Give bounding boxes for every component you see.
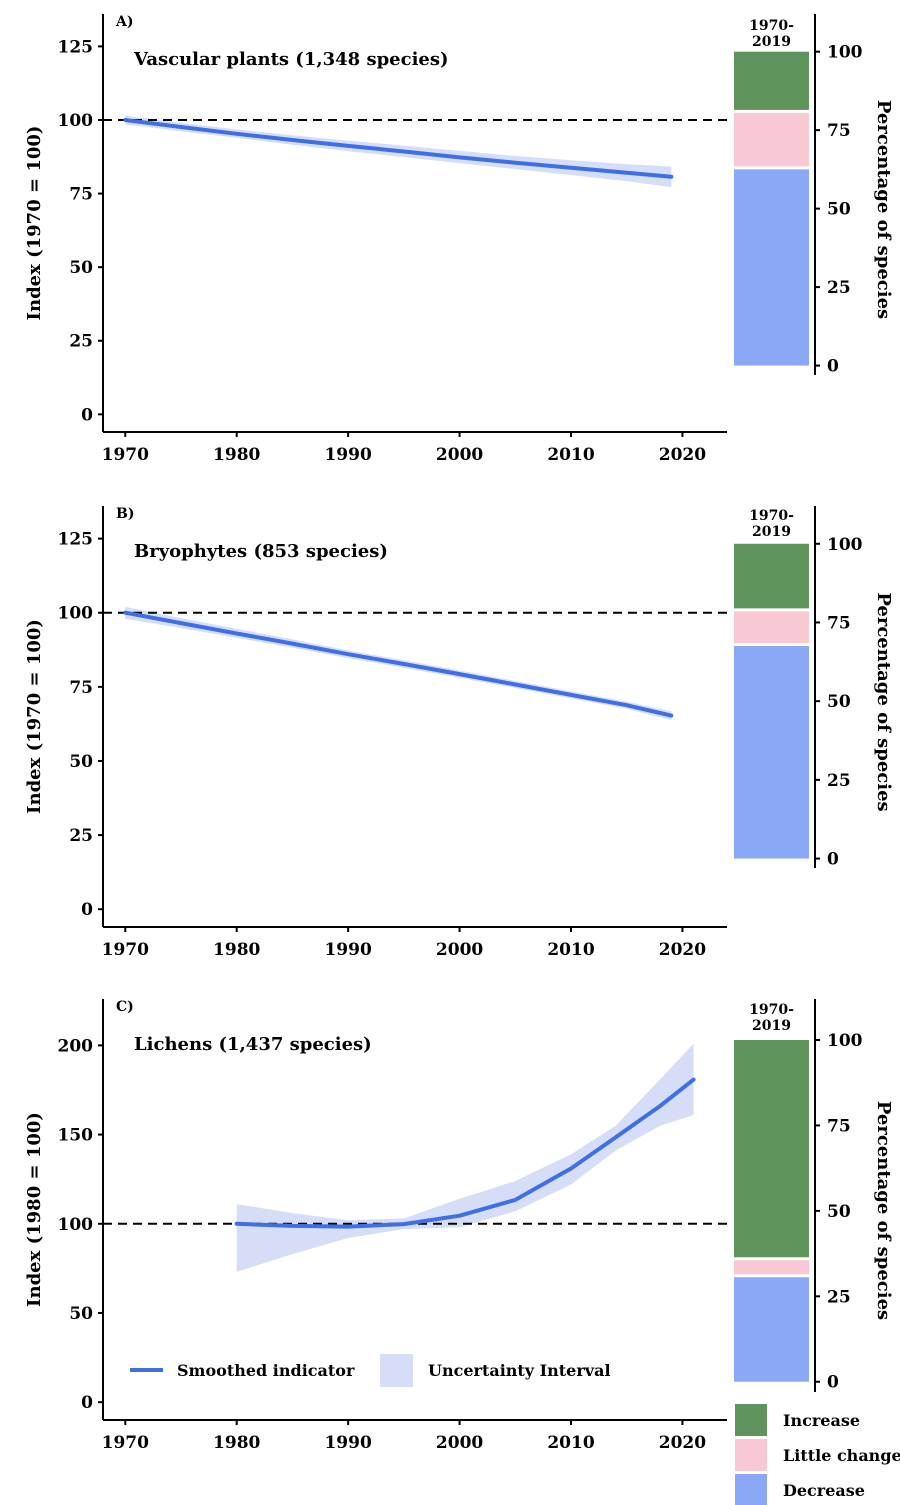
right-y-tick-label: 0 [827,850,839,870]
chart-panel-1: 0 25 50 75 100 125 1970 1980 1990 2000 2010 2020 Ind… [24,14,894,465]
bar-period-label: 1970- [749,1002,794,1018]
y-tick-label: 100 [58,604,94,624]
legend-uncertainty-swatch [380,1354,413,1387]
bar-segment-decrease [734,1275,809,1382]
panel-title: Bryophytes (853 species) [134,541,388,562]
smoothed-indicator-line [123,118,674,179]
y-tick-label: 100 [58,1215,94,1235]
smoothed-indicator-line [123,610,674,718]
bar-segment-increase [734,543,809,610]
legend-label-uncertainty: Uncertainty Interval [428,1361,611,1380]
panel-label: C) [116,999,134,1015]
species-percentage-bar [734,51,809,366]
y-tick-label: 100 [58,111,94,131]
chart-panel-3: 0 50 100 150 200 1970 1980 1990 2000 2010 2020 Inde… [24,999,894,1453]
species-percentage-bar [734,1040,809,1382]
right-axis-label: Percentage of species [873,100,894,319]
legend-label-little-change: Little change [783,1446,900,1465]
bar-period-label: 2019 [752,34,791,50]
y-tick-label: 0 [81,900,93,920]
right-y-tick-label: 75 [827,613,851,633]
uncertainty-band [236,1043,694,1272]
x-tick-label: 2010 [547,445,594,465]
right-y-tick-label: 50 [827,692,851,712]
bar-segment-decrease [734,167,809,366]
bar-segment-decrease [734,644,809,859]
x-tick-label: 1990 [324,1433,371,1453]
legend-swatch-decrease [735,1474,767,1505]
chart-panel-2: 0 25 50 75 100 125 1970 1980 1990 2000 2010 2020 Ind… [24,506,894,960]
bar-period-label: 1970- [749,508,794,524]
y-tick-label: 25 [69,826,93,846]
species-percentage-bar [734,543,809,859]
y-tick-label: 125 [58,37,94,57]
series-legend: Smoothed indicator Uncertainty Interval [130,1354,611,1387]
x-tick-label: 1970 [102,940,149,960]
x-tick-label: 1990 [324,445,371,465]
right-y-tick-label: 100 [827,1031,863,1051]
category-legend: Increase Little change Decrease [735,1404,900,1505]
panel-title: Lichens (1,437 species) [134,1034,372,1055]
right-y-tick-label: 50 [827,200,851,220]
x-tick-label: 1970 [102,1433,149,1453]
y-axis-label: Index (1970 = 100) [24,619,45,814]
right-y-tick-label: 25 [827,278,851,298]
x-tick-label: 2000 [436,445,483,465]
y-tick-label: 75 [69,678,93,698]
x-tick-label: 2020 [659,445,706,465]
bar-segment-increase [734,51,809,112]
bar-period-label: 1970- [749,18,794,34]
y-tick-label: 150 [58,1126,94,1146]
right-axis-label: Percentage of species [873,592,894,811]
x-tick-label: 2010 [547,940,594,960]
legend-swatch-little-change [735,1439,767,1471]
right-y-tick-label: 100 [827,43,863,63]
right-y-tick-label: 75 [827,1116,851,1136]
y-tick-label: 50 [69,258,93,278]
x-tick-label: 1980 [213,445,260,465]
y-tick-label: 125 [58,530,94,550]
bar-segment-little-change [734,111,809,168]
right-y-tick-label: 100 [827,535,863,555]
y-tick-label: 0 [81,405,93,425]
right-y-tick-label: 50 [827,1202,851,1222]
right-axis-label: Percentage of species [873,1101,894,1320]
y-axis-label: Index (1970 = 100) [24,126,45,321]
bar-period-label: 2019 [752,1018,791,1034]
y-tick-label: 50 [69,1304,93,1324]
x-tick-label: 1970 [102,445,149,465]
y-tick-label: 25 [69,332,93,352]
right-y-tick-label: 75 [827,121,851,141]
bar-period-label: 2019 [752,524,791,540]
bar-segment-little-change [734,609,809,645]
legend-label-smoothed: Smoothed indicator [177,1361,355,1380]
x-tick-label: 2010 [547,1433,594,1453]
panel-title: Vascular plants (1,348 species) [133,49,449,70]
y-tick-label: 75 [69,185,93,205]
right-y-tick-label: 25 [827,1287,851,1307]
bar-segment-increase [734,1040,809,1259]
x-tick-label: 2020 [659,940,706,960]
right-y-tick-label: 0 [827,1373,839,1393]
panel-label: A) [115,14,134,30]
y-axis-label: Index (1980 = 100) [24,1112,45,1307]
legend-label-decrease: Decrease [783,1481,865,1500]
y-tick-label: 50 [69,752,93,772]
panel-label: B) [116,506,134,522]
y-tick-label: 0 [81,1393,93,1413]
legend-swatch-increase [735,1404,767,1436]
bar-segment-little-change [734,1258,809,1276]
smoothed-indicator-line [234,1077,696,1229]
right-y-tick-label: 25 [827,771,851,791]
y-tick-label: 200 [58,1036,94,1056]
x-tick-label: 1990 [324,940,371,960]
x-tick-label: 1980 [213,1433,260,1453]
x-tick-label: 1980 [213,940,260,960]
legend-label-increase: Increase [783,1411,860,1430]
x-tick-label: 2000 [436,1433,483,1453]
x-tick-label: 2020 [659,1433,706,1453]
right-y-tick-label: 0 [827,357,839,377]
x-tick-label: 2000 [436,940,483,960]
